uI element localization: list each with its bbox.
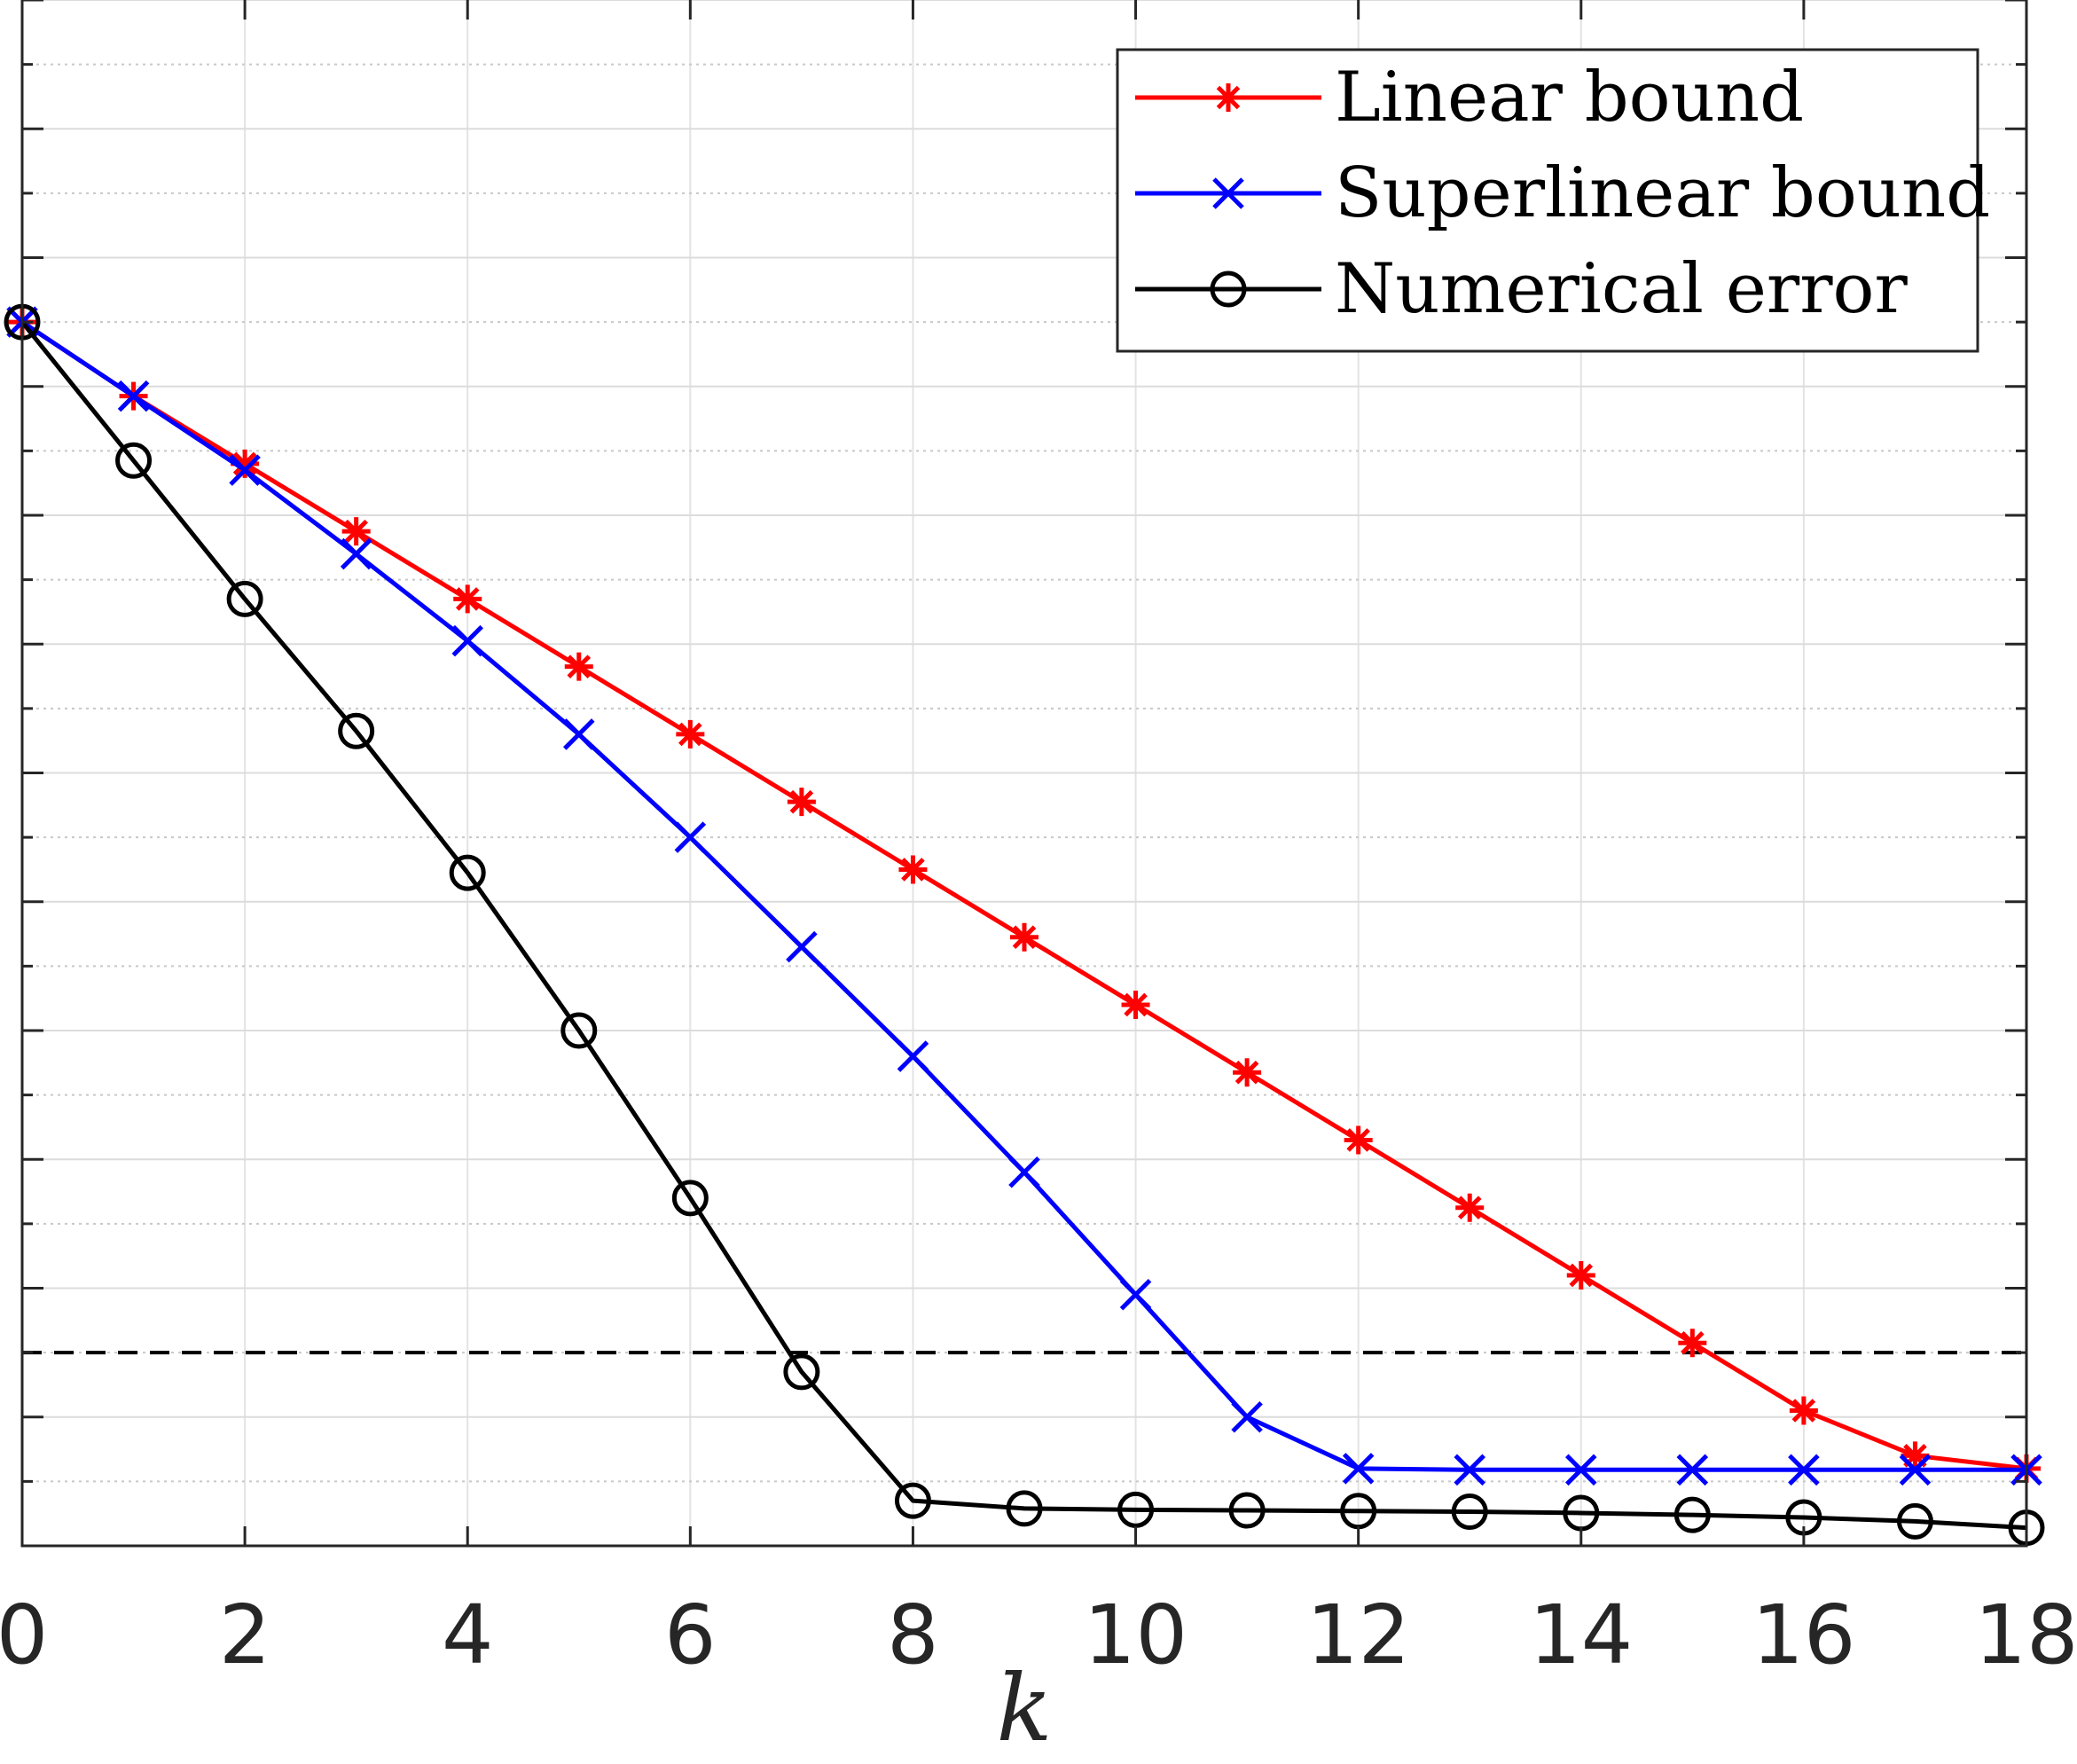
series-superlinear-bound (6, 306, 2042, 1486)
data-point (117, 380, 150, 412)
data-point (231, 449, 260, 478)
data-point (1788, 1454, 1820, 1486)
plot-frame (20, 0, 2028, 1548)
series-line (20, 320, 2027, 1531)
x-tick-label: 2 (219, 1588, 271, 1682)
x-tick-label: 16 (1752, 1588, 1855, 1682)
data-point (564, 652, 593, 681)
data-point (1231, 1400, 1263, 1433)
data-point (1210, 270, 1247, 308)
data-point (1678, 1329, 1707, 1358)
x-tick-label: 12 (1306, 1588, 1410, 1682)
data-point (1228, 1492, 1266, 1529)
x-tick-label: 0 (0, 1588, 48, 1682)
data-point (1789, 1396, 1818, 1425)
data-point (453, 584, 482, 614)
data-point (783, 1353, 820, 1391)
x-tick-labels: 0 2 4 6 8 10 12 14 16 18 (0, 1588, 2077, 1682)
legend-label: Numerical error (1335, 249, 1908, 329)
data-point (1565, 1454, 1597, 1486)
x-axis-label: k (996, 1654, 1052, 1762)
legend-item: Linear bound (1135, 58, 1804, 137)
data-point (1117, 1491, 1155, 1528)
axis-ticks (20, 0, 2028, 1548)
legend-item: Numerical error (1135, 249, 1908, 329)
data-point (1899, 1454, 1932, 1486)
series-numerical-error (4, 303, 2045, 1547)
data-point (226, 580, 263, 617)
data-point (1010, 922, 1038, 952)
x-tick-label: 4 (442, 1588, 494, 1682)
series-layer (4, 303, 2045, 1547)
legend: Linear bound Superlinear bound Numerical e… (1116, 48, 1990, 353)
data-point (897, 1040, 929, 1072)
data-point (1121, 990, 1150, 1019)
data-point (1451, 1494, 1488, 1531)
data-point (676, 719, 705, 749)
data-point (115, 442, 153, 479)
data-point (1233, 1058, 1262, 1087)
data-point (1673, 1496, 1711, 1533)
data-point (671, 1180, 709, 1217)
x-tick-label: 10 (1084, 1588, 1187, 1682)
x-tick-label: 8 (887, 1588, 939, 1682)
data-point (787, 788, 816, 817)
data-point (894, 1482, 931, 1519)
data-point (1008, 1156, 1040, 1188)
data-point (340, 537, 372, 570)
data-point (338, 712, 375, 749)
data-point (1214, 83, 1242, 112)
data-point (1566, 1260, 1595, 1290)
data-point (560, 1012, 598, 1049)
data-point (1454, 1454, 1485, 1486)
x-tick-label: 6 (664, 1588, 717, 1682)
data-point (229, 454, 261, 486)
data-point (898, 855, 928, 884)
data-point (1344, 1125, 1373, 1155)
data-point (1896, 1502, 1933, 1540)
data-point (1676, 1454, 1709, 1486)
data-point (674, 821, 707, 853)
data-point (341, 517, 371, 546)
legend-box (1116, 48, 1979, 353)
legend-label: Linear bound (1335, 58, 1804, 137)
data-point (449, 854, 486, 891)
data-point (1455, 1193, 1485, 1222)
legend-item: Superlinear bound (1135, 153, 1990, 233)
data-point (1342, 1453, 1375, 1485)
data-point (1119, 1278, 1152, 1311)
data-point (451, 624, 483, 657)
data-point (563, 718, 595, 750)
legend-label: Superlinear bound (1335, 153, 1990, 233)
x-tick-label: 18 (1974, 1588, 2077, 1682)
data-point (1212, 177, 1244, 209)
x-tick-label: 14 (1529, 1588, 1633, 1682)
data-point (1006, 1490, 1043, 1527)
data-point (786, 930, 818, 963)
data-point (1901, 1441, 1930, 1470)
